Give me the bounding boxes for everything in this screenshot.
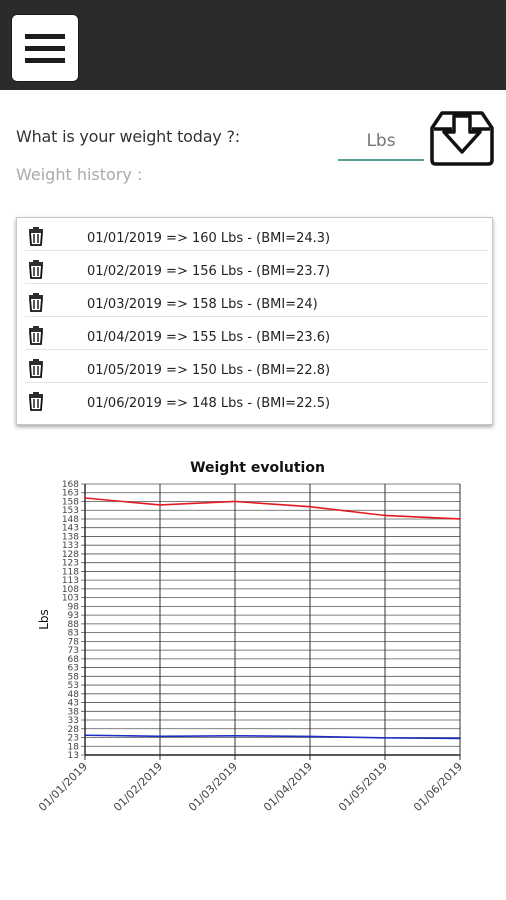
history-row: 01/01/2019 => 160 Lbs - (BMI=24.3) <box>17 218 492 251</box>
save-weight-button[interactable] <box>430 110 494 168</box>
trash-icon <box>29 392 43 411</box>
y-tick-label: 93 <box>68 611 79 621</box>
y-tick-label: 63 <box>68 664 79 674</box>
x-tick-label: 01/03/2019 <box>186 760 240 814</box>
data-point <box>159 735 161 738</box>
row-divider <box>25 316 488 317</box>
weight-chart: Weight evolution Lbs 13 18 23 28 33 38 43 48 53 58 6… <box>0 450 506 850</box>
weight-chart-svg: Weight evolutionLbs131823283338434853586… <box>36 460 465 814</box>
y-tick-label: 48 <box>68 690 80 700</box>
delete-entry-button[interactable] <box>27 391 45 411</box>
y-tick-label: 78 <box>68 637 80 647</box>
chart-title: Weight evolution <box>190 460 325 476</box>
y-tick-label: 148 <box>62 515 79 525</box>
series-line-1 <box>84 734 461 740</box>
data-point <box>309 735 311 738</box>
trash-icon <box>29 260 43 279</box>
data-point <box>234 734 236 737</box>
y-tick-label: 38 <box>68 707 80 717</box>
history-row: 01/02/2019 => 156 Lbs - (BMI=23.7) <box>17 251 492 284</box>
x-tick-label: 01/02/2019 <box>111 760 165 814</box>
app-bar <box>0 0 506 90</box>
y-tick-label: 73 <box>68 646 79 656</box>
history-row: 01/04/2019 => 155 Lbs - (BMI=23.6) <box>17 317 492 350</box>
y-tick-label: 118 <box>62 567 79 577</box>
y-tick-label: 108 <box>62 585 79 595</box>
y-tick-label: 113 <box>62 576 79 586</box>
y-tick-label: 53 <box>68 681 79 691</box>
history-row: 01/06/2019 => 148 Lbs - (BMI=22.5) <box>17 383 492 416</box>
trash-icon <box>29 326 43 345</box>
row-divider <box>25 250 488 251</box>
weight-question-label: What is your weight today ?: <box>16 127 240 146</box>
history-entry-text: 01/06/2019 => 148 Lbs - (BMI=22.5) <box>87 396 331 411</box>
trash-icon <box>29 359 43 378</box>
weight-history-list: 01/01/2019 => 160 Lbs - (BMI=24.3) 01/02/… <box>16 217 493 425</box>
data-point <box>384 514 386 517</box>
y-tick-label: 68 <box>68 655 80 665</box>
x-tick-label: 01/04/2019 <box>261 760 315 814</box>
y-tick-label: 153 <box>62 506 79 516</box>
data-point <box>459 518 461 520</box>
trash-icon <box>29 293 43 312</box>
y-tick-label: 18 <box>68 742 80 752</box>
y-tick-label: 58 <box>68 672 80 682</box>
y-tick-label: 98 <box>68 602 80 612</box>
delete-entry-button[interactable] <box>27 292 45 312</box>
history-entry-text: 01/05/2019 => 150 Lbs - (BMI=22.8) <box>87 363 331 378</box>
history-row: 01/03/2019 => 158 Lbs - (BMI=24) <box>17 284 492 317</box>
series-line-0 <box>84 497 461 520</box>
y-tick-label: 168 <box>62 480 79 490</box>
row-divider <box>25 283 488 284</box>
y-tick-label: 43 <box>68 699 79 709</box>
data-point <box>459 737 461 740</box>
row-divider <box>25 382 488 383</box>
row-divider <box>25 349 488 350</box>
y-tick-label: 33 <box>68 716 79 726</box>
delete-entry-button[interactable] <box>27 226 45 246</box>
y-tick-label: 13 <box>68 751 79 761</box>
y-tick-label: 103 <box>62 594 79 604</box>
history-entry-text: 01/01/2019 => 160 Lbs - (BMI=24.3) <box>87 231 331 246</box>
history-entry-text: 01/02/2019 => 156 Lbs - (BMI=23.7) <box>87 264 331 279</box>
y-tick-label: 133 <box>62 541 79 551</box>
download-tray-icon <box>430 111 494 166</box>
menu-button[interactable] <box>11 14 79 82</box>
y-axis-label: Lbs <box>37 609 51 630</box>
y-tick-label: 128 <box>62 550 79 560</box>
delete-entry-button[interactable] <box>27 259 45 279</box>
weight-history-label: Weight history : <box>16 165 143 184</box>
y-tick-label: 163 <box>62 489 79 499</box>
x-tick-label: 01/06/2019 <box>411 760 465 814</box>
y-tick-label: 138 <box>62 532 79 542</box>
data-point <box>309 505 311 508</box>
trash-icon <box>29 227 43 246</box>
y-tick-label: 28 <box>68 725 80 735</box>
y-tick-label: 123 <box>62 559 79 569</box>
data-point <box>384 736 386 739</box>
x-tick-label: 01/05/2019 <box>336 760 390 814</box>
history-entry-text: 01/04/2019 => 155 Lbs - (BMI=23.6) <box>87 330 331 345</box>
y-tick-label: 88 <box>68 620 80 630</box>
data-point <box>84 497 86 499</box>
y-tick-label: 143 <box>62 524 79 534</box>
history-row: 01/05/2019 => 150 Lbs - (BMI=22.8) <box>17 350 492 383</box>
delete-entry-button[interactable] <box>27 358 45 378</box>
y-tick-label: 158 <box>62 497 79 507</box>
data-point <box>159 504 161 506</box>
delete-entry-button[interactable] <box>27 325 45 345</box>
data-point <box>234 500 236 503</box>
y-tick-label: 23 <box>68 734 79 744</box>
data-point <box>84 734 86 737</box>
weight-input[interactable] <box>338 123 424 161</box>
y-tick-label: 83 <box>68 629 79 639</box>
history-entry-text: 01/03/2019 => 158 Lbs - (BMI=24) <box>87 297 318 312</box>
x-tick-label: 01/01/2019 <box>36 760 90 814</box>
